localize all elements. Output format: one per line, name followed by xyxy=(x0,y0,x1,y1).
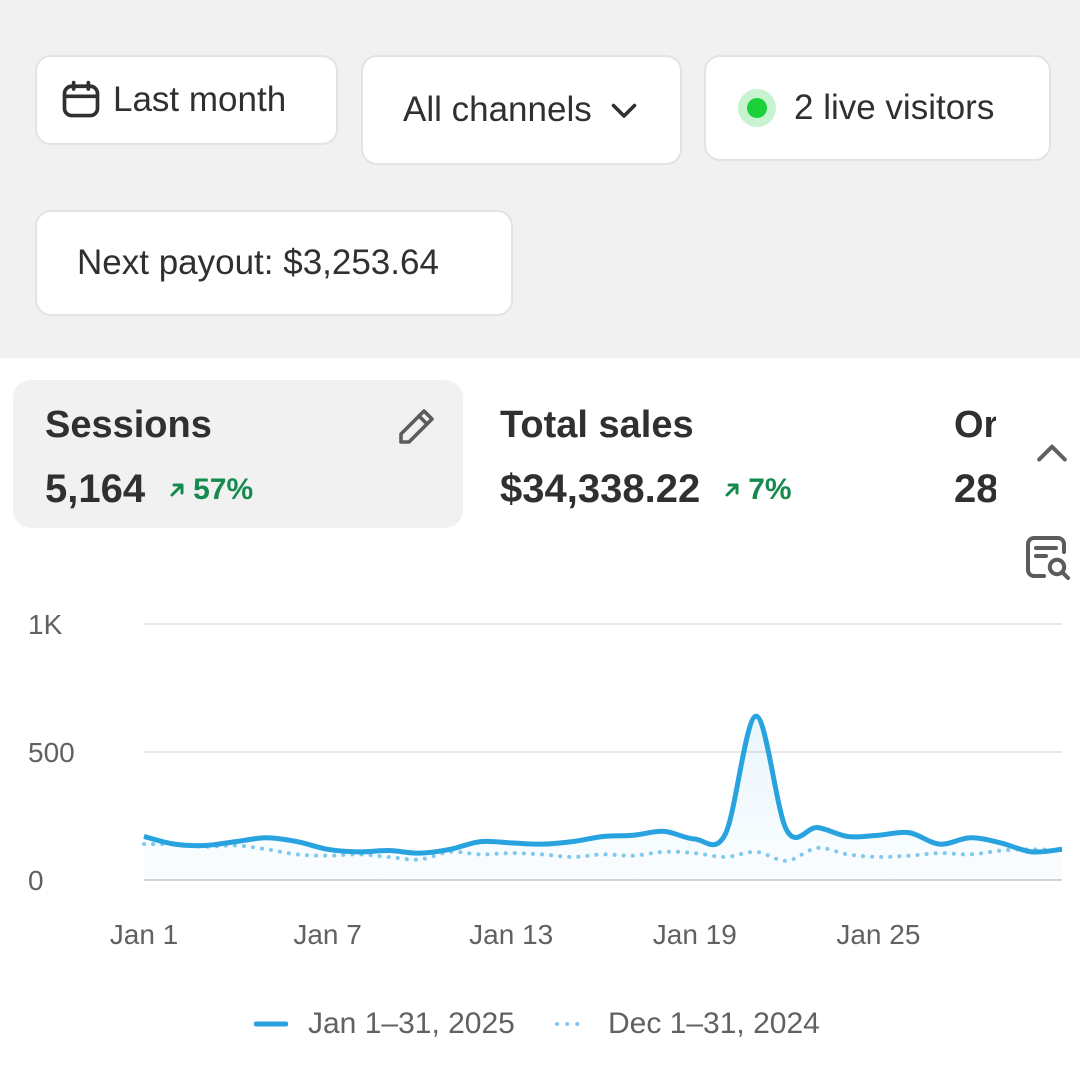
x-tick-label: Jan 13 xyxy=(469,919,553,950)
metric-card-sessions[interactable]: Sessions 5,164 57% xyxy=(13,380,463,528)
chevron-down-icon xyxy=(611,103,637,118)
metric-title: Total sales xyxy=(500,404,694,446)
metric-card-orders[interactable]: Or 28 xyxy=(922,380,996,528)
channel-label: All channels xyxy=(403,90,592,129)
date-range-button[interactable]: Last month xyxy=(35,55,338,145)
metric-value: 5,164 xyxy=(45,467,146,511)
legend-label: Dec 1–31, 2024 xyxy=(608,1007,820,1040)
solid-line-swatch-icon xyxy=(254,1021,288,1027)
filter-bar: Last month All channels 2 live visitors … xyxy=(0,0,1080,358)
arrow-up-right-icon xyxy=(170,483,184,496)
metric-title: Sessions xyxy=(45,404,212,446)
series-line-current xyxy=(143,713,1063,856)
live-dot-icon xyxy=(738,89,776,127)
x-tick-label: Jan 1 xyxy=(110,919,179,950)
series-area-current xyxy=(144,716,1062,880)
metric-value: 28 xyxy=(954,467,996,511)
chevron-up-icon[interactable] xyxy=(1030,432,1074,476)
live-visitors-button[interactable]: 2 live visitors xyxy=(704,55,1051,161)
y-tick-label: 1K xyxy=(28,609,63,640)
chart-legend: Jan 1–31, 2025 Dec 1–31, 2024 xyxy=(0,1007,1080,1051)
dotted-line-swatch-icon xyxy=(555,1022,588,1026)
calendar-icon xyxy=(62,80,100,118)
metric-change-value: 7% xyxy=(748,472,792,506)
series-line-previous xyxy=(142,841,1064,863)
channel-select[interactable]: All channels xyxy=(361,55,682,165)
live-visitors-label: 2 live visitors xyxy=(794,88,995,127)
report-search-icon[interactable] xyxy=(1022,532,1074,584)
legend-label: Jan 1–31, 2025 xyxy=(308,1007,515,1040)
metric-title: Or xyxy=(954,404,996,446)
x-tick-label: Jan 19 xyxy=(653,919,737,950)
date-range-label: Last month xyxy=(113,80,287,119)
metric-card-total-sales[interactable]: Total sales $34,338.22 7% xyxy=(468,380,918,528)
x-tick-label: Jan 25 xyxy=(836,919,920,950)
y-tick-label: 500 xyxy=(28,737,75,768)
metric-value: $34,338.22 xyxy=(500,467,701,511)
y-tick-label: 0 xyxy=(28,865,44,896)
payout-label: Next payout: $3,253.64 xyxy=(77,243,439,282)
pencil-icon[interactable] xyxy=(393,402,441,450)
metric-change: 7% xyxy=(722,472,792,507)
arrow-up-right-icon xyxy=(725,483,739,496)
metric-change: 57% xyxy=(167,473,253,507)
legend-item-current[interactable]: Jan 1–31, 2025 xyxy=(254,1007,515,1041)
next-payout-button[interactable]: Next payout: $3,253.64 xyxy=(35,210,513,316)
sessions-chart: 0 500 1K Jan 1 Jan 7 Jan 13 Jan 19 Jan 25 xyxy=(28,609,1064,950)
metric-change-value: 57% xyxy=(193,472,254,506)
x-tick-label: Jan 7 xyxy=(293,919,362,950)
legend-item-previous[interactable]: Dec 1–31, 2024 xyxy=(554,1007,820,1041)
